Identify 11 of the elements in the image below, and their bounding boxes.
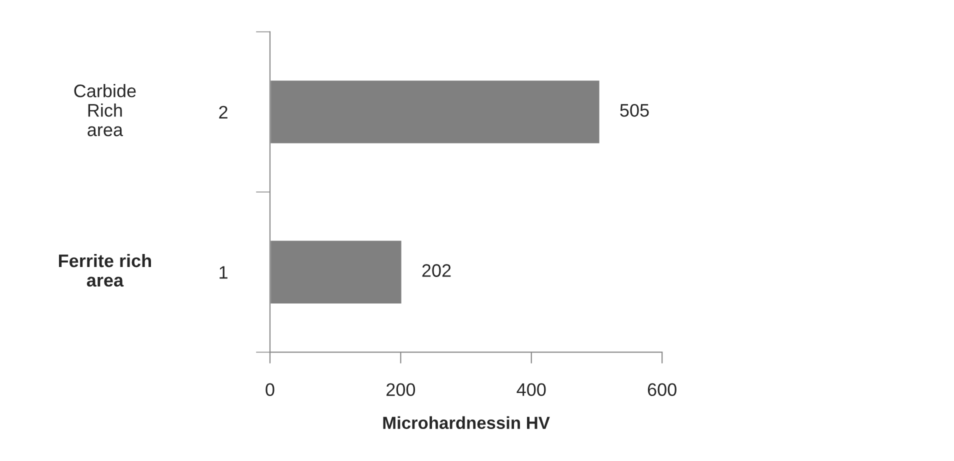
x-tick-label: 400 (516, 383, 546, 396)
text: Carbide Rich area (74, 84, 136, 136)
x-tick-label: 0 (266, 383, 274, 396)
data-label: 505 (620, 104, 649, 117)
text: Ferrite rich area (58, 254, 151, 287)
x-tick-label: 600 (648, 383, 676, 396)
y-tick-label: 2 (219, 106, 228, 118)
data-label: 202 (422, 264, 451, 277)
y-tick-label: 1 (220, 266, 228, 279)
x-tick-label: 200 (386, 383, 416, 396)
x-axis-title: Microhardnessin HV (383, 416, 550, 430)
